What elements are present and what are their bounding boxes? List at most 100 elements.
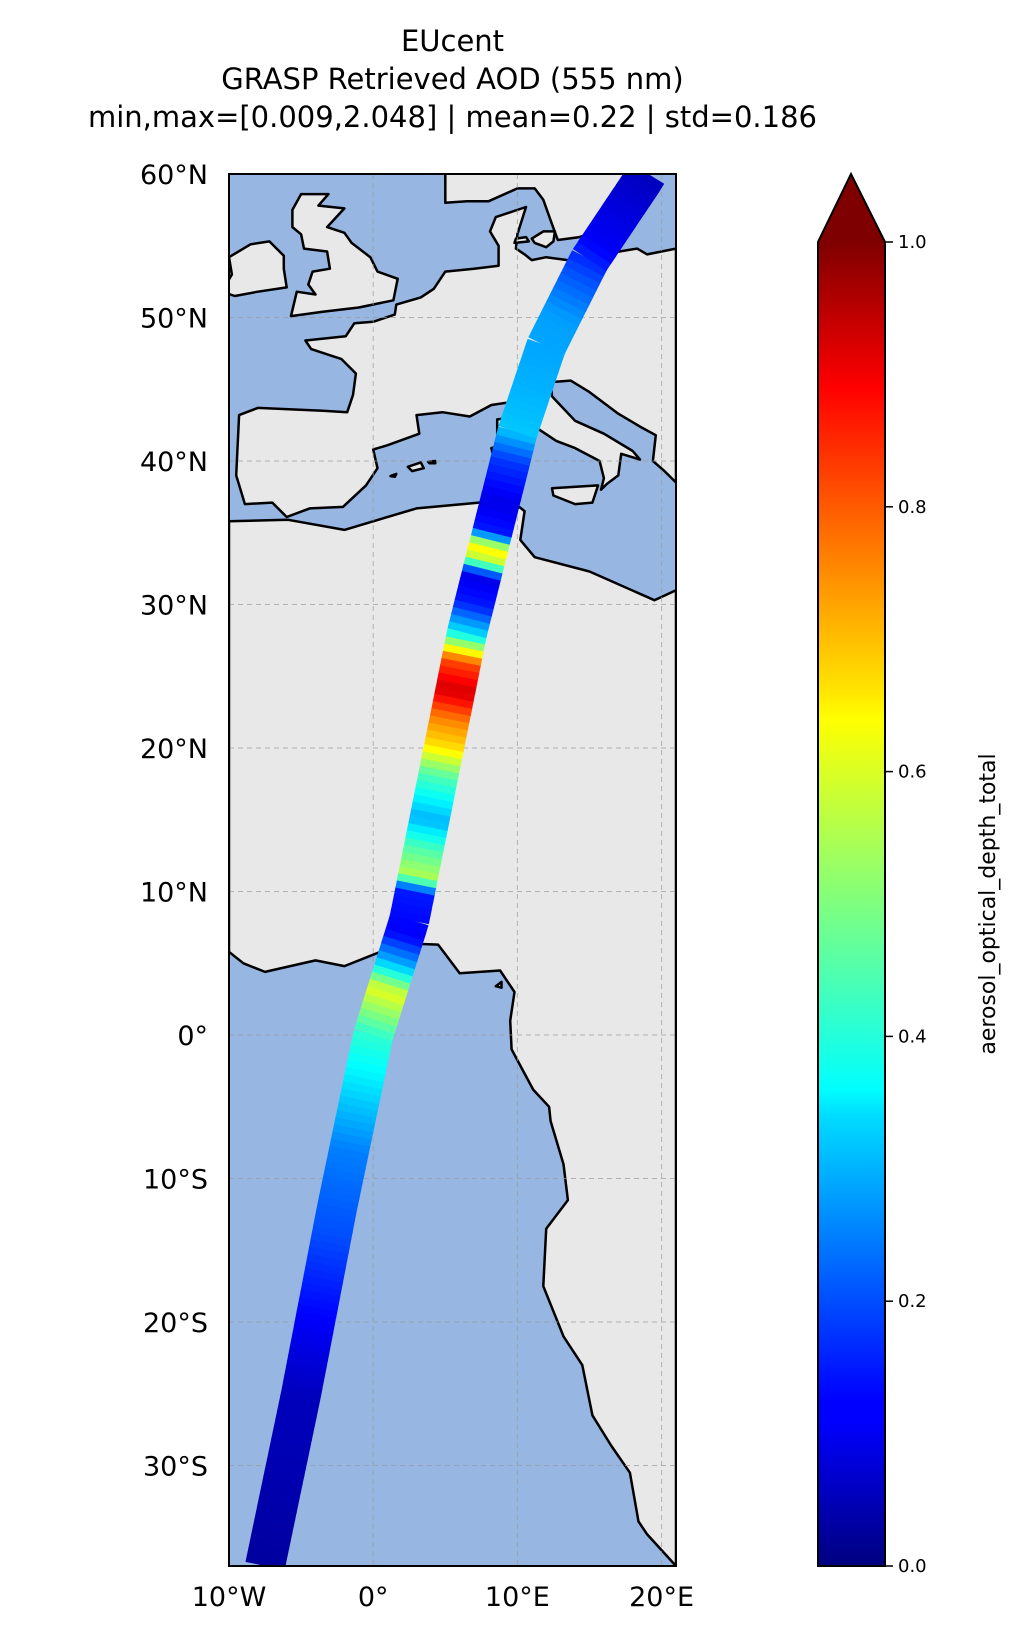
swath-segment <box>524 338 566 360</box>
x-tick-label: 0° <box>358 1582 389 1613</box>
swath-segment <box>323 1166 365 1183</box>
swath-segment <box>358 1006 400 1027</box>
y-tick-label: 30°N <box>140 591 208 622</box>
swath-segment <box>291 1331 332 1348</box>
swath-segment <box>305 1260 346 1276</box>
swath-segment <box>456 584 498 603</box>
swath-segment <box>265 1460 306 1477</box>
swath-segment <box>515 367 556 389</box>
ireland <box>229 240 288 298</box>
swath-segment <box>328 1145 369 1162</box>
swath-segment <box>512 375 554 396</box>
swath-segment <box>483 476 525 495</box>
swath-segment <box>256 1503 297 1520</box>
swath-segment <box>383 927 424 948</box>
swath-segment <box>374 956 415 977</box>
swath-segment <box>245 1554 287 1566</box>
swath-segment <box>532 322 572 348</box>
swath-segment <box>326 1152 368 1169</box>
swath-segment <box>510 382 551 403</box>
map-frame <box>228 173 677 1567</box>
swath-segment <box>421 750 463 767</box>
swath-segment <box>415 779 457 795</box>
swath-segment <box>289 1339 331 1355</box>
swath-segment <box>381 935 422 955</box>
swath-segment <box>528 329 569 356</box>
swath-segment <box>335 1109 377 1126</box>
swath-segment <box>480 491 521 509</box>
swath-segment <box>262 1475 303 1492</box>
swath-segment <box>409 807 451 824</box>
swath-segment <box>346 1058 387 1075</box>
swath-segment <box>572 241 612 272</box>
swath-segment <box>557 271 597 298</box>
swath-segment <box>411 800 453 817</box>
swath-segment <box>275 1410 317 1427</box>
map-content <box>229 174 676 1566</box>
funen-island <box>513 235 531 245</box>
swath-segment <box>303 1267 345 1283</box>
swath-segment <box>443 642 484 659</box>
swath-segment <box>469 534 510 552</box>
swath-segment <box>434 686 476 702</box>
swath-segment <box>284 1367 325 1384</box>
sicily <box>550 484 600 506</box>
swath-segment <box>444 635 486 652</box>
swath-segment <box>408 815 450 831</box>
swath-segment <box>259 1489 300 1506</box>
swath-segment <box>606 190 645 221</box>
swath-segment <box>398 865 440 882</box>
swath-segment <box>385 920 427 941</box>
swath-segment <box>452 598 494 617</box>
swath-segment <box>254 1511 296 1527</box>
menorca <box>426 459 437 465</box>
swath-segment <box>428 714 470 731</box>
swath-segment <box>611 183 650 214</box>
swath-segment <box>471 527 512 545</box>
swath-segment <box>401 851 442 867</box>
swath-segment <box>447 620 489 639</box>
swath-segment <box>520 353 561 375</box>
swath-segment <box>250 1532 291 1549</box>
swath-segment <box>620 174 660 200</box>
swath-segment <box>325 1159 366 1176</box>
swath-segment <box>349 1044 390 1061</box>
swath-segment <box>546 293 587 320</box>
swath-segment <box>396 872 438 889</box>
swath-segment <box>331 1130 372 1147</box>
mallorca <box>406 461 425 473</box>
swath-segment <box>431 700 473 717</box>
y-tick-label: 0° <box>177 1021 208 1052</box>
swath-segment <box>465 548 507 567</box>
swath-segment <box>347 1051 389 1068</box>
swath-segment <box>392 894 434 910</box>
swath-segment <box>269 1439 311 1456</box>
swath-segment <box>341 1080 383 1097</box>
swath-segment <box>399 858 441 874</box>
swath-segment <box>277 1403 318 1420</box>
swath-segment <box>251 1525 293 1542</box>
swath-segment <box>461 563 503 581</box>
swath-segment <box>329 1137 371 1154</box>
swath-segment <box>404 836 445 853</box>
swath-segment <box>288 1346 330 1362</box>
swath-segment <box>314 1209 356 1226</box>
swath-segment <box>402 843 444 860</box>
swath-segment <box>247 1546 288 1563</box>
swath-segment <box>253 1518 294 1535</box>
zealand-island <box>530 230 557 249</box>
swath-segment <box>365 985 406 1006</box>
swath-segment <box>592 212 631 243</box>
swath-segment <box>332 1123 374 1140</box>
swath-segment <box>449 613 491 631</box>
swath-segment <box>372 963 413 984</box>
swath-segment <box>560 264 601 291</box>
swath-segment <box>430 707 471 724</box>
swath-segment <box>352 1030 393 1047</box>
swath-segment <box>338 1094 380 1111</box>
swath-segment <box>285 1360 327 1377</box>
swath-segment <box>577 233 617 265</box>
swath-segment <box>522 346 563 367</box>
swath-segment <box>535 315 576 341</box>
swath-segment <box>391 901 432 917</box>
